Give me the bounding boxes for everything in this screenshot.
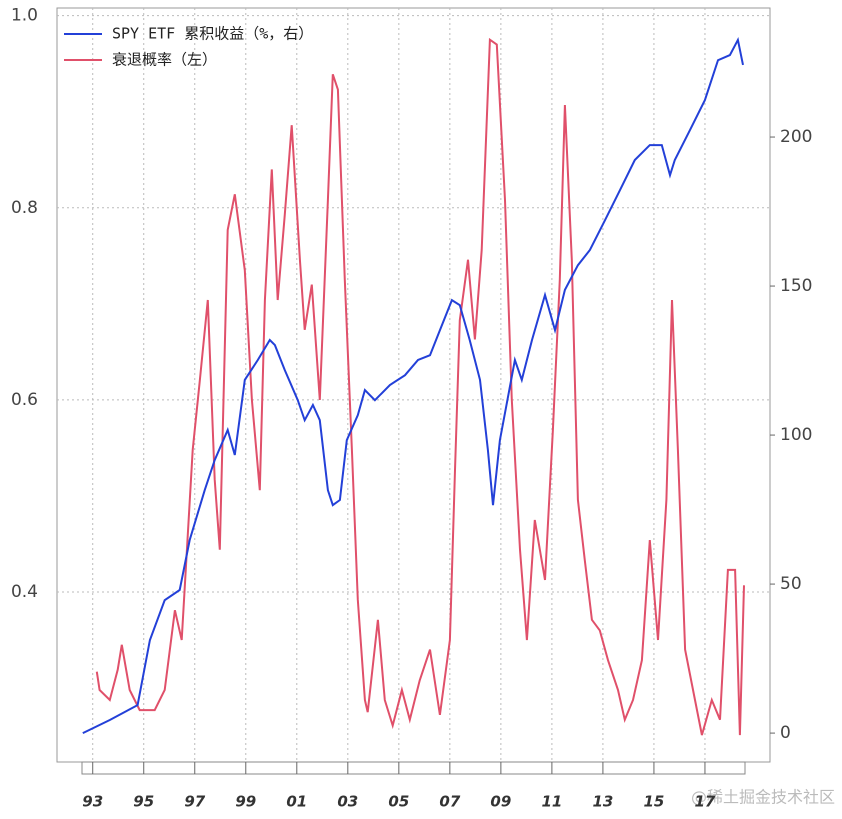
legend-label: SPY ETF 累积收益（%，右） [112,25,313,43]
x-tick-label: 97 [184,793,205,811]
plot-frame [56,7,771,763]
x-tick-label: 99 [235,793,256,811]
x-tick-label: 95 [133,793,154,811]
y-tick-label: 0.4 [11,582,38,602]
x-tick-label: 15 [643,793,664,811]
series-line [95,37,745,736]
x-tick-label: 05 [388,793,409,811]
x-tick-label: 07 [439,793,460,811]
series-line [82,36,744,734]
y2-tick-label: 0 [780,723,791,743]
y2-tick-label: 50 [780,574,802,594]
y-tick-label: 0.8 [11,198,38,218]
x-axis-band [81,761,746,775]
x-tick-label: 11 [541,793,562,811]
x-tick-label: 93 [82,793,103,811]
x-tick-label: 17 [695,793,716,811]
x-tick-label: 13 [592,793,613,811]
x-tick-label: 09 [490,793,511,811]
legend-label: 衰退概率（左） [112,51,217,69]
x-tick-label: 01 [286,793,307,811]
y-tick-label: 1.0 [11,6,38,26]
y2-tick-label: 200 [780,127,812,147]
y-tick-label: 0.6 [11,390,38,410]
y2-tick-label: 150 [780,276,812,296]
watermark: @稀土掘金技术社区 [691,788,835,807]
x-tick-label: 03 [337,793,358,811]
y2-tick-label: 100 [780,425,812,445]
